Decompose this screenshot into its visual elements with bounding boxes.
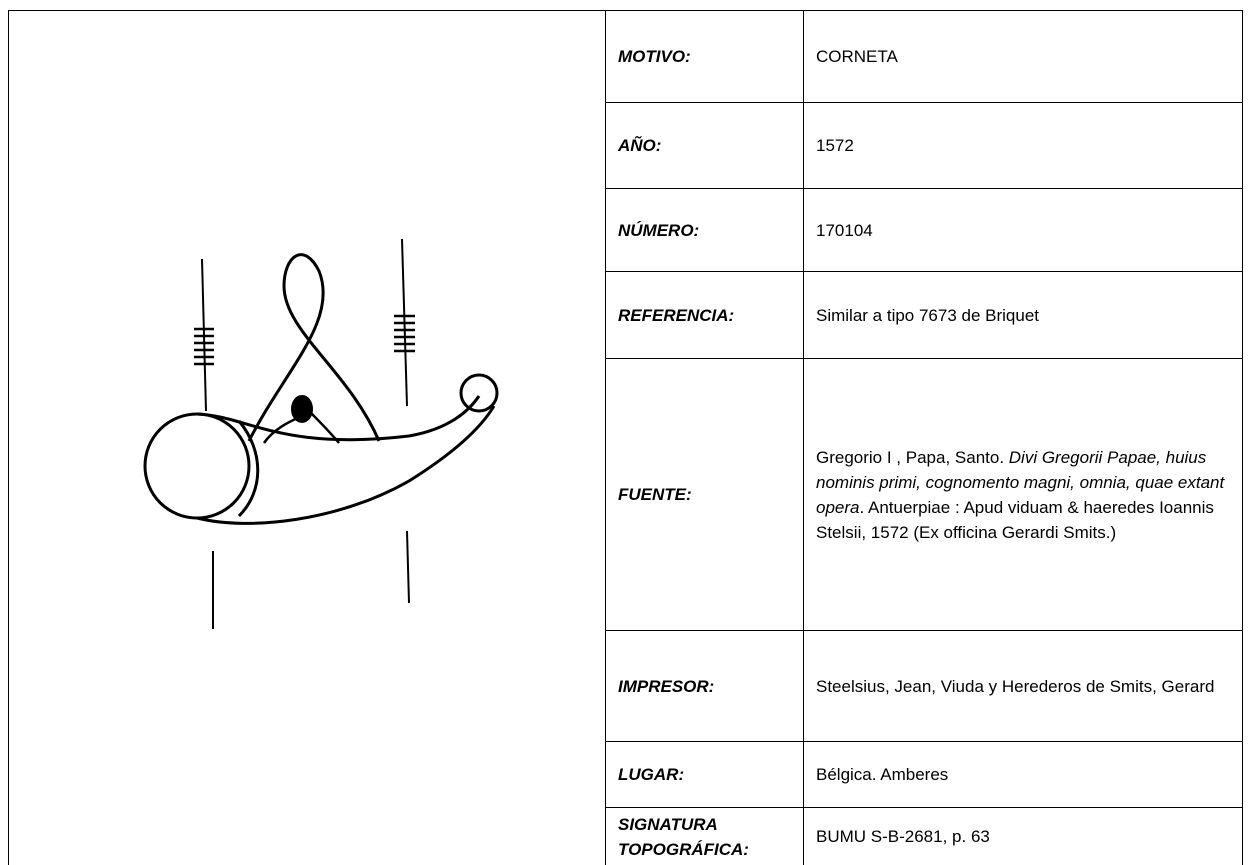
row-value: 170104	[803, 188, 1243, 273]
row-value: BUMU S-B-2681, p. 63	[803, 807, 1243, 865]
value-text: . Antuerpiae : Apud viduam & haeredes Io…	[816, 497, 1214, 542]
row-value: CORNETA	[803, 9, 1243, 104]
watermark-record: MOTIVO: CORNETA AÑO: 1572 NÚMERO: 170104…	[8, 9, 1243, 865]
row-value: 1572	[803, 102, 1243, 190]
row-value: Gregorio I , Papa, Santo. Divi Gregorii …	[803, 358, 1243, 632]
row-value: Similar a tipo 7673 de Briquet	[803, 271, 1243, 360]
row-label: AÑO:	[605, 102, 804, 190]
image-cell	[8, 10, 606, 865]
value-text: Similar a tipo 7673 de Briquet	[816, 305, 1040, 325]
value-text: BUMU S-B-2681, p. 63	[816, 827, 990, 847]
value-text: Steelsius, Jean, Viuda y Herederos de Sm…	[816, 676, 1215, 696]
watermark-drawing	[143, 238, 499, 629]
row-label: LUGAR:	[605, 741, 804, 809]
row-label: MOTIVO:	[605, 9, 804, 104]
row-label: IMPRESOR:	[605, 630, 804, 743]
row-label: REFERENCIA:	[605, 271, 804, 360]
row-label: FUENTE:	[605, 358, 804, 632]
value-text: CORNETA	[816, 47, 898, 67]
value-text: 170104	[816, 220, 873, 240]
value-title: Divi Gregorii Papae, huius nominis primi…	[816, 447, 1225, 517]
row-value: Bélgica. Amberes	[803, 741, 1243, 809]
row-value: Steelsius, Jean, Viuda y Herederos de Sm…	[803, 630, 1243, 743]
value-text: 1572	[816, 136, 854, 156]
value-text: Gregorio I , Papa, Santo.	[816, 447, 1009, 467]
value-text: Bélgica. Amberes	[816, 765, 949, 785]
row-label: NÚMERO:	[605, 188, 804, 273]
row-label: SIGNATURA TOPOGRÁFICA:	[605, 807, 804, 865]
